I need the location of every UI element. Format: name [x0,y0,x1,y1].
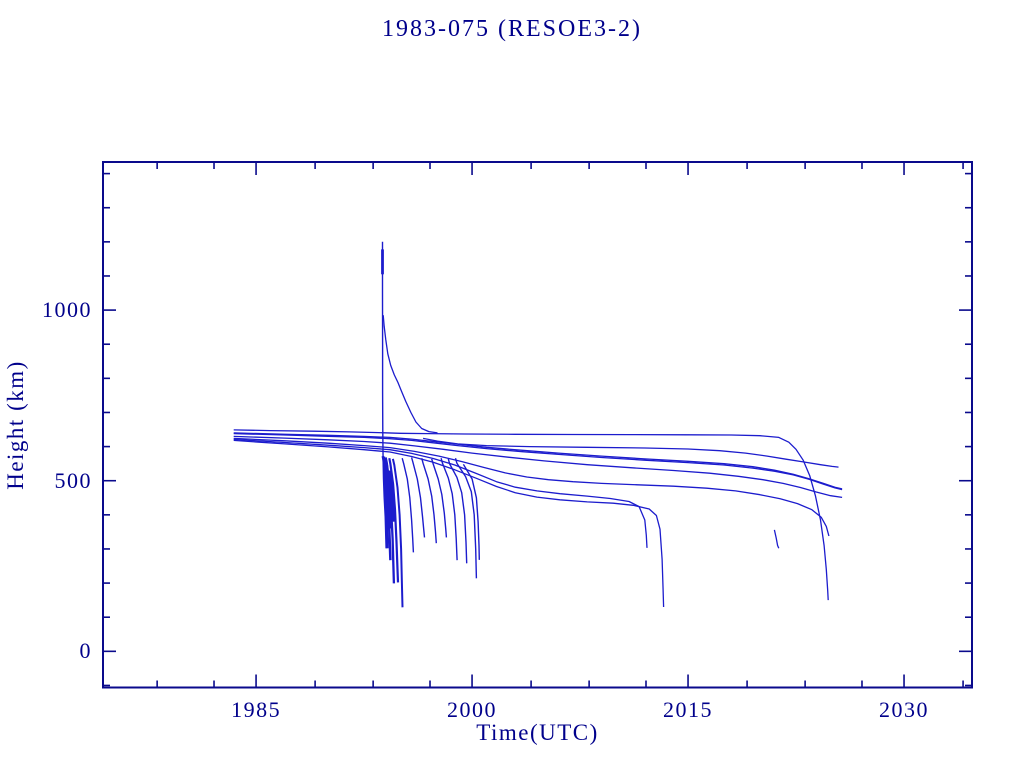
plot-frame [102,161,973,689]
y-axis-label: Height (km) [3,360,28,490]
decay-curve-track-3 [233,432,843,491]
decay-curve-plunge-9 [431,458,448,538]
decay-curve-plunge-8 [421,458,437,544]
decay-curve-cluster-core-2 [388,470,396,522]
decay-curve-track-top [233,429,829,601]
x-tick-label: 2030 [879,697,930,722]
decay-curve-track-r1 [422,437,839,468]
y-tick-label: 500 [54,467,92,493]
y-tick-label: 1000 [42,297,92,323]
x-axis-label: Time(UTC) [476,720,599,745]
decay-curve-branch-descent [382,315,438,434]
chart-title: 1983-075 (RESOE3-2) [382,16,642,42]
decay-curve-track-4 [233,435,843,499]
y-tick-label: 0 [79,638,92,664]
decay-curve-plunge-11 [447,458,468,564]
decay-curve-plunge-13 [462,463,480,560]
x-tick-label: 2000 [447,697,498,722]
decay-curve-plunge-10 [440,458,458,561]
decay-curve-plunge-12 [454,458,478,579]
x-tick-label: 2015 [663,697,714,722]
decay-curve-track-mid-2 [233,439,665,608]
decay-curve-plunge-4 [388,457,400,583]
decay-curve-fragment [773,529,780,549]
decay-curve-plunge-5 [391,458,404,608]
decay-curve-track-5 [233,437,830,537]
decay-curve-plunge-7 [410,457,426,538]
decay-curve-plunge-6 [401,458,415,553]
decay-curve-plunge-3 [384,457,396,584]
x-tick-label: 1985 [231,697,282,722]
decay-curve-cluster-core [383,465,392,529]
